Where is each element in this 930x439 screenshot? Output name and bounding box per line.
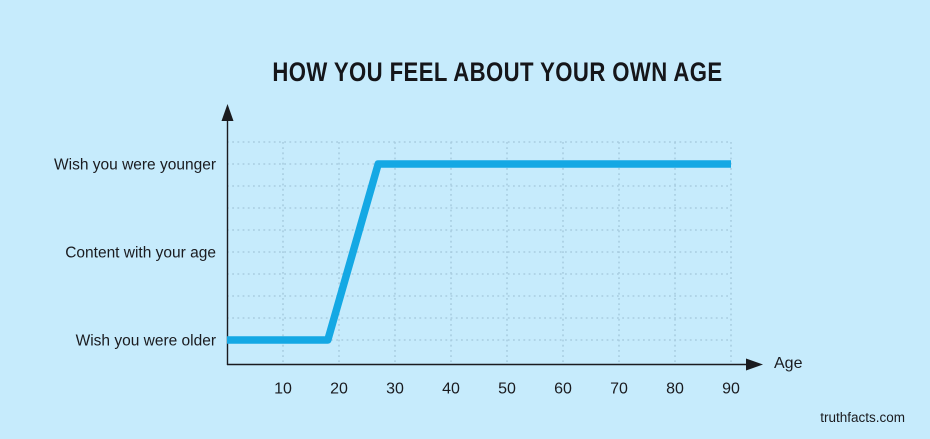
- x-axis-title: Age: [774, 355, 803, 372]
- y-tick-label: Wish you were older: [76, 333, 216, 350]
- x-tick-label: 30: [386, 380, 404, 397]
- x-tick-label: 40: [442, 380, 460, 397]
- x-tick-label: 90: [722, 380, 740, 397]
- x-tick-label: 60: [554, 380, 572, 397]
- chart-title: HOW YOU FEEL ABOUT YOUR OWN AGE: [272, 57, 723, 87]
- data-line-feeling-about-age: [227, 160, 731, 344]
- x-tick-label: 70: [610, 380, 628, 397]
- y-tick-label: Content with your age: [65, 245, 216, 262]
- brand-watermark: truthfacts.com: [820, 410, 905, 425]
- x-tick-label: 10: [274, 380, 292, 397]
- x-tick-label: 80: [666, 380, 684, 397]
- x-tick-label: 20: [330, 380, 348, 397]
- y-tick-label: Wish you were younger: [54, 157, 216, 174]
- x-axis-arrow-icon: [746, 358, 763, 371]
- x-tick-label: 50: [498, 380, 516, 397]
- y-axis-arrow-icon: [221, 104, 234, 121]
